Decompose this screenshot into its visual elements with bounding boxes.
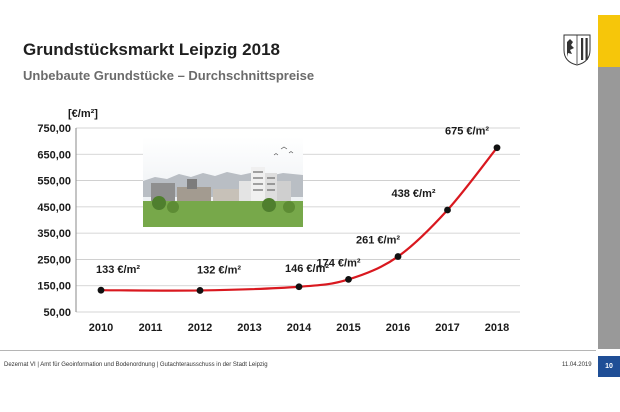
x-tick-label: 2012: [188, 322, 212, 334]
y-tick-label: 550,00: [37, 176, 71, 188]
x-tick-label: 2013: [237, 322, 261, 334]
data-point: [444, 206, 451, 214]
y-tick-label: 650,00: [37, 149, 71, 161]
data-point: [196, 287, 204, 294]
accent-bar-gray: [598, 67, 620, 349]
data-point: [493, 144, 501, 152]
footer-text: Dezernat VI | Amt für Geoinformation und…: [4, 362, 268, 368]
page-number: 10: [605, 363, 613, 370]
x-tick-label: 2016: [386, 322, 410, 334]
data-point: [345, 276, 352, 283]
data-label: 174 €/m²: [316, 257, 360, 269]
construction-photo: [143, 137, 303, 227]
footer-date: 11.04.2019: [562, 362, 592, 368]
x-tick-label: 2017: [435, 322, 459, 334]
page-number-box: [598, 356, 620, 377]
data-point: [97, 286, 105, 294]
data-label: 132 €/m²: [197, 264, 241, 276]
data-point: [394, 253, 402, 260]
data-label: 261 €/m²: [356, 235, 400, 247]
accent-bar-yellow: [598, 15, 620, 67]
leipzig-coat-of-arms-icon: [563, 34, 591, 66]
data-label: 438 €/m²: [391, 188, 435, 200]
x-tick-label: 2011: [139, 322, 163, 334]
x-tick-label: 2018: [485, 322, 509, 334]
data-label: 146 €/m²: [285, 263, 329, 275]
y-tick-label: 450,00: [37, 202, 71, 214]
data-label: 675 €/m²: [445, 126, 489, 138]
y-axis-label: [€/m²]: [68, 108, 98, 120]
x-tick-label: 2015: [336, 322, 360, 334]
y-tick-label: 50,00: [43, 307, 71, 319]
x-tick-label: 2010: [89, 322, 113, 334]
y-tick-label: 150,00: [37, 281, 71, 293]
x-tick-label: 2014: [287, 322, 312, 334]
y-tick-label: 350,00: [37, 228, 71, 240]
footer-divider: [0, 350, 596, 351]
slide-title: Grundstücksmarkt Leipzig 2018: [23, 40, 280, 59]
y-tick-label: 750,00: [37, 123, 71, 135]
slide-subtitle: Unbebaute Grundstücke – Durchschnittspre…: [23, 68, 315, 83]
data-label: 133 €/m²: [96, 264, 140, 276]
data-point: [295, 283, 303, 291]
y-tick-label: 250,00: [37, 254, 71, 266]
